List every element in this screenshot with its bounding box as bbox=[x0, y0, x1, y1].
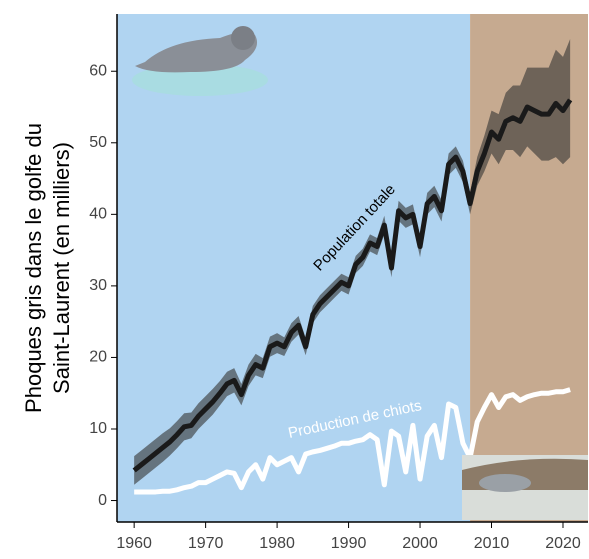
y-tick-label: 30 bbox=[89, 277, 107, 294]
y-axis-label: Saint-Laurent (en milliers) bbox=[49, 142, 74, 394]
x-tick-label: 2000 bbox=[402, 535, 438, 552]
y-tick-label: 20 bbox=[89, 349, 107, 366]
y-tick-label: 0 bbox=[98, 492, 107, 509]
x-tick-label: 2020 bbox=[545, 535, 581, 552]
x-tick-label: 1990 bbox=[331, 535, 367, 552]
y-tick-label: 60 bbox=[89, 62, 107, 79]
x-tick-label: 1960 bbox=[116, 535, 152, 552]
x-tick-label: 1970 bbox=[188, 535, 224, 552]
y-axis-label: Phoques gris dans le golfe du bbox=[21, 123, 46, 413]
x-tick-label: 2010 bbox=[474, 535, 510, 552]
x-tick-label: 1980 bbox=[259, 535, 295, 552]
seal-illustrations bbox=[132, 26, 588, 520]
y-tick-label: 50 bbox=[89, 134, 107, 151]
series-line bbox=[134, 387, 571, 495]
series-line bbox=[132, 98, 573, 473]
y-tick-label: 40 bbox=[89, 206, 107, 223]
confidence-band bbox=[134, 39, 571, 485]
y-tick-label: 10 bbox=[89, 420, 107, 437]
